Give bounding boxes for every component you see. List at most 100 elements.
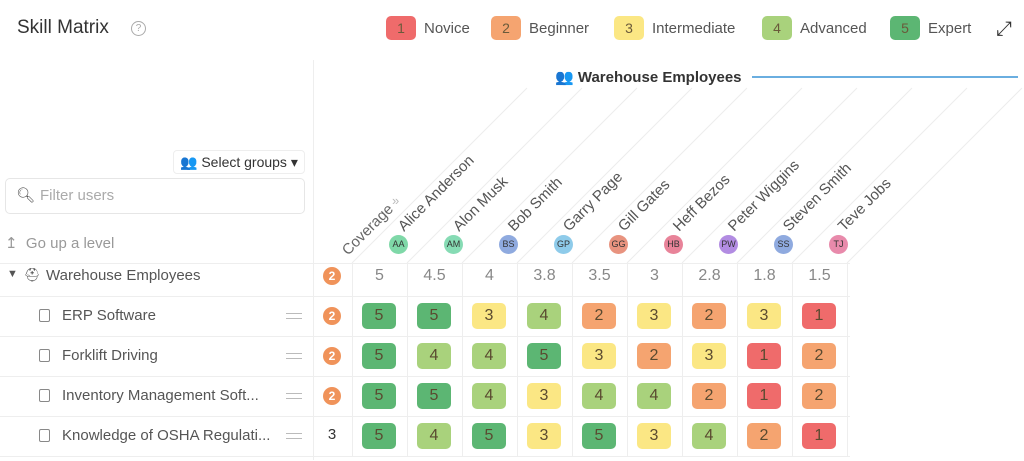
header-diagonal-line xyxy=(791,87,968,264)
employee-average: 3.8 xyxy=(533,267,556,284)
group-row-label[interactable]: Warehouse Employees xyxy=(46,267,201,284)
avatar-am: AM xyxy=(444,235,463,254)
skill-coverage: 3 xyxy=(327,426,337,443)
employee-name-header: Heff Bezos xyxy=(670,171,734,235)
skill-level-cell[interactable]: 4 xyxy=(582,383,616,409)
employee-average: 5 xyxy=(375,267,384,284)
legend-label: Novice xyxy=(424,19,470,37)
drag-handle-icon[interactable] xyxy=(286,393,302,399)
skill-name[interactable]: ERP Software xyxy=(62,307,156,324)
employee-name-header: Teve Jobs xyxy=(835,175,895,235)
grid-column-line xyxy=(847,263,848,457)
group-row[interactable] xyxy=(0,263,850,296)
avatar-gp: GP xyxy=(554,235,573,254)
grid-column-line xyxy=(792,263,793,457)
skill-level-cell[interactable]: 4 xyxy=(472,343,506,369)
skill-level-cell[interactable]: 4 xyxy=(637,383,671,409)
skill-level-cell[interactable]: 3 xyxy=(637,303,671,329)
group-header-line xyxy=(752,76,1018,78)
skill-level-cell[interactable]: 2 xyxy=(637,343,671,369)
employee-average: 2.8 xyxy=(698,267,721,284)
caret-down-icon[interactable]: ▼ xyxy=(7,268,18,280)
group-icon: ⛑ xyxy=(24,267,41,282)
skill-level-cell[interactable]: 5 xyxy=(362,383,396,409)
grid-column-line xyxy=(407,263,408,457)
skill-level-cell[interactable]: 1 xyxy=(802,423,836,449)
skill-level-cell[interactable]: 2 xyxy=(802,383,836,409)
grid-column-line xyxy=(352,263,353,457)
drag-handle-icon[interactable] xyxy=(286,313,302,319)
skill-level-cell[interactable]: 2 xyxy=(692,383,726,409)
skill-level-cell[interactable]: 3 xyxy=(527,383,561,409)
header-diagonal-line xyxy=(681,87,858,264)
drag-handle-icon[interactable] xyxy=(286,433,302,439)
expand-icon[interactable]: ⤢ xyxy=(996,18,1012,40)
skill-level-cell[interactable]: 5 xyxy=(417,383,451,409)
skill-level-cell[interactable]: 1 xyxy=(747,383,781,409)
skill-level-cell[interactable]: 5 xyxy=(362,343,396,369)
skill-row xyxy=(0,336,850,376)
skill-level-cell[interactable]: 4 xyxy=(527,303,561,329)
skill-level-cell[interactable]: 5 xyxy=(362,423,396,449)
skill-level-cell[interactable]: 3 xyxy=(472,303,506,329)
skill-level-cell[interactable]: 5 xyxy=(362,303,396,329)
skill-document-icon xyxy=(39,389,50,402)
skill-level-cell[interactable]: 5 xyxy=(527,343,561,369)
skill-coverage: 2 xyxy=(323,347,341,365)
skill-level-cell[interactable]: 2 xyxy=(747,423,781,449)
skill-level-cell[interactable]: 1 xyxy=(802,303,836,329)
skill-level-cell[interactable]: 4 xyxy=(417,423,451,449)
skill-level-cell[interactable]: 3 xyxy=(582,343,616,369)
skill-level-cell[interactable]: 4 xyxy=(692,423,726,449)
skill-name[interactable]: Forklift Driving xyxy=(62,347,158,364)
employee-average: 3.5 xyxy=(588,267,611,284)
skill-level-cell[interactable]: 3 xyxy=(527,423,561,449)
skill-level-cell[interactable]: 5 xyxy=(582,423,616,449)
avatar-gg: GG xyxy=(609,235,628,254)
legend-item-expert: 5 Expert xyxy=(890,16,971,40)
avatar-hb: HB xyxy=(664,235,683,254)
employee-average: 4 xyxy=(485,267,494,284)
legend-level-badge: 1 xyxy=(386,16,416,40)
employee-average: 1.5 xyxy=(808,267,831,284)
grid-column-line xyxy=(517,263,518,457)
skill-name[interactable]: Knowledge of OSHA Regulati... xyxy=(62,427,271,444)
legend-level-badge: 2 xyxy=(491,16,521,40)
skill-level-cell[interactable]: 3 xyxy=(637,423,671,449)
legend-level-badge: 5 xyxy=(890,16,920,40)
users-icon: 👥 xyxy=(180,154,198,170)
go-up-level-button[interactable]: ↥ Go up a level xyxy=(5,234,114,252)
search-icon: 🔍︎ xyxy=(16,187,36,204)
filter-users-input[interactable]: 🔍︎ Filter users xyxy=(5,178,305,214)
employee-average: 1.8 xyxy=(753,267,776,284)
skill-name[interactable]: Inventory Management Soft... xyxy=(62,387,259,404)
skill-level-cell[interactable]: 2 xyxy=(582,303,616,329)
skill-level-cell[interactable]: 2 xyxy=(692,303,726,329)
skill-level-cell[interactable]: 3 xyxy=(747,303,781,329)
legend-label: Beginner xyxy=(529,19,590,37)
skill-level-cell[interactable]: 4 xyxy=(472,383,506,409)
skill-level-cell[interactable]: 3 xyxy=(692,343,726,369)
skill-level-cell[interactable]: 2 xyxy=(802,343,836,369)
grid-column-line xyxy=(737,263,738,457)
expand-columns-icon[interactable]: » xyxy=(392,193,399,208)
drag-handle-icon[interactable] xyxy=(286,353,302,359)
skill-level-cell[interactable]: 5 xyxy=(472,423,506,449)
skill-row xyxy=(0,416,850,456)
skill-row xyxy=(0,296,850,336)
grid-column-line xyxy=(682,263,683,457)
skill-level-cell[interactable]: 4 xyxy=(417,343,451,369)
header-diagonal-line xyxy=(626,87,803,264)
select-groups-label: Select groups xyxy=(201,154,287,170)
skill-level-cell[interactable]: 5 xyxy=(417,303,451,329)
group-header-label: Warehouse Employees xyxy=(577,69,742,86)
employee-name-header: Bob Smith xyxy=(505,174,566,235)
legend-label: Intermediate xyxy=(652,19,736,37)
select-groups-button[interactable]: 👥 Select groups ▾ xyxy=(173,150,305,174)
help-icon[interactable]: ? xyxy=(131,21,146,36)
skill-level-cell[interactable]: 1 xyxy=(747,343,781,369)
legend-level-badge: 4 xyxy=(762,16,792,40)
divider xyxy=(313,60,314,460)
skill-document-icon xyxy=(39,309,50,322)
skill-document-icon xyxy=(39,429,50,442)
